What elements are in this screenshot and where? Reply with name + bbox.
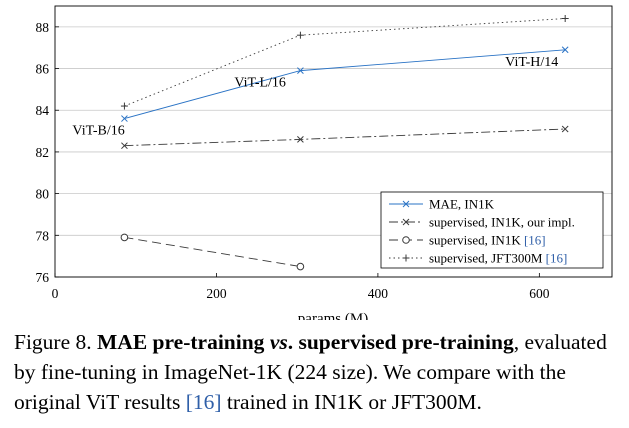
marker-stroke [561,125,569,133]
x-tick-label: 600 [529,286,550,301]
legend-item: MAE, IN1K [389,197,495,212]
y-tick-label: 84 [36,103,50,118]
marker-circle [120,233,129,242]
x-axis-label: params (M) [298,311,368,320]
legend-label: supervised, IN1K [16] [429,233,546,248]
gridlines [55,26,612,278]
marker-x [297,67,304,74]
figure-caption: Figure 8. MAE pre-training vs. supervise… [14,327,620,417]
y-tick-label: 76 [36,270,50,285]
axis-ticks: 76 78 80 82 84 86 88 0 200 400 600 [36,20,550,301]
marker-stroke [561,46,569,54]
series-3 [120,233,305,271]
series-4 [120,15,569,110]
marker-x [121,142,128,150]
marker-x [402,200,410,208]
legend-box [380,191,604,269]
marker-stroke [297,136,304,143]
point-annotations: ViT-B/16 ViT-L/16 ViT-H/14 [72,55,558,139]
legend-label: supervised, JFT300M [16] [429,251,567,266]
x-tick-label: 0 [52,286,59,301]
marker-stroke [121,142,128,150]
marker-stroke [121,115,128,122]
line-chart: 76 78 80 82 84 86 88 0 200 400 600 ViT-B/16 ViT-L/1… [36,5,613,320]
marker-x [121,115,128,122]
marker-x [561,125,569,133]
marker-plus [402,254,410,262]
legend-ref[interactable]: [16] [546,251,568,266]
annotation-label: ViT-L/16 [234,76,286,91]
legend-ref[interactable]: [16] [524,233,546,248]
caption-bold-vs: vs [269,330,288,354]
marker-x [402,218,410,226]
marker-circle [296,262,305,271]
y-tick-label: 78 [36,228,50,243]
y-tick-label: 88 [36,20,50,35]
marker-circle [402,236,410,244]
annotation-label: ViT-B/16 [72,124,124,139]
caption-prefix: Figure 8. [14,330,98,354]
y-tick-label: 82 [36,145,50,160]
caption-bold-b: . supervised pre-training [287,330,514,354]
caption-bold-a: MAE pre-training [97,330,270,354]
marker-x [297,136,304,143]
marker-stroke [297,67,304,74]
legend-label: supervised, IN1K, our impl. [429,215,575,230]
x-tick-label: 200 [206,286,227,301]
plot-frame [54,5,613,278]
series-line [124,18,566,107]
caption-ref-link[interactable]: [16] [185,390,222,414]
legend-item: supervised, IN1K [16] [389,233,546,248]
legend-item: supervised, JFT300M [16] [389,251,567,266]
series-line [124,49,566,120]
series-line [124,128,566,147]
y-tick-label: 80 [36,187,50,202]
marker-plus [120,102,128,110]
legend-item: supervised, IN1K, our impl. [389,215,575,230]
caption-text-a: , evaluated by fine-tuning in ImageNet-1… [14,330,607,414]
marker-plus [561,15,569,23]
series-1 [121,46,569,122]
legend-label: MAE, IN1K [429,197,495,212]
legend: MAE, IN1K supervised, IN1K, our impl. supe… [380,191,604,269]
marker-stroke [402,218,410,226]
series-2 [121,125,569,150]
annotation-label: ViT-H/14 [505,55,558,70]
x-tick-label: 400 [368,286,389,301]
marker-x [561,46,569,54]
marker-stroke [402,200,410,208]
y-tick-label: 86 [36,62,50,77]
caption-text-b: trained in IN1K or JFT300M. [221,390,482,414]
marker-plus [296,31,304,39]
series-line [124,236,301,268]
series-group [120,15,569,271]
